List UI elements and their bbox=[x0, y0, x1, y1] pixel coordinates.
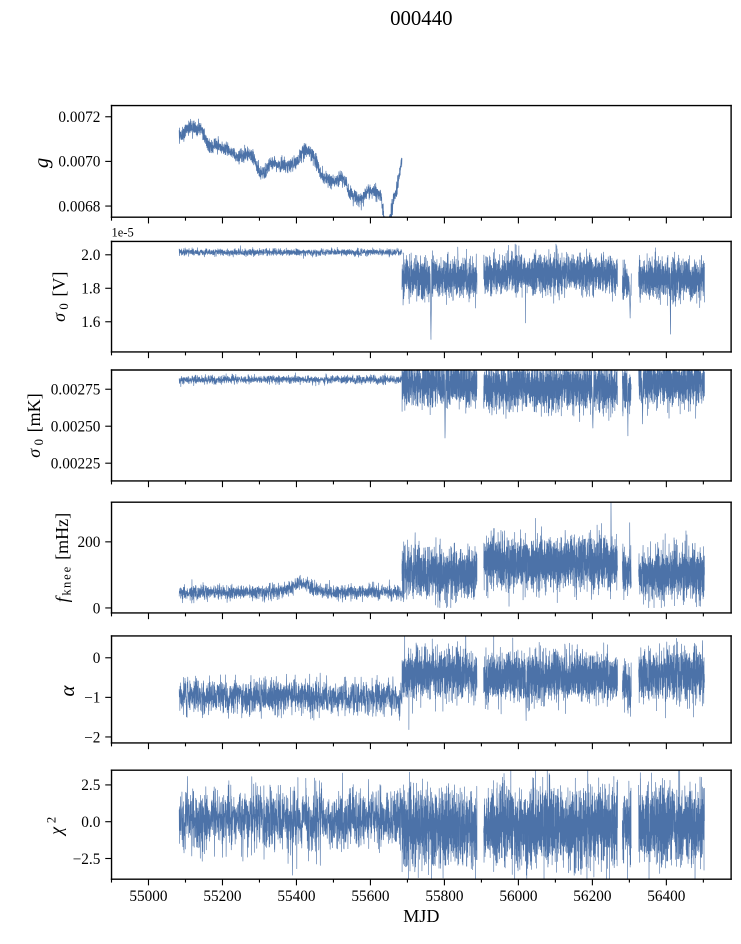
svg-text:0: 0 bbox=[93, 600, 101, 617]
svg-text:f k n e: f k n e e [ m H z ] bbox=[48, 513, 76, 603]
svg-text:000440: 000440 bbox=[390, 6, 452, 30]
svg-text:0.0072: 0.0072 bbox=[58, 109, 100, 126]
svg-text:0.00275: 0.00275 bbox=[51, 382, 101, 399]
svg-text:0.00250: 0.00250 bbox=[51, 419, 101, 436]
svg-text:σ 0 [: σ 0 [ V ] bbox=[45, 272, 73, 322]
svg-text:0.0: 0.0 bbox=[81, 814, 100, 831]
svg-text:55000: 55000 bbox=[129, 888, 168, 905]
svg-text:−2.5: −2.5 bbox=[73, 851, 101, 868]
svg-text:56000: 56000 bbox=[499, 888, 538, 905]
svg-text:1.8: 1.8 bbox=[81, 281, 100, 298]
svg-text:55200: 55200 bbox=[203, 888, 242, 905]
svg-text:1e-5: 1e-5 bbox=[111, 226, 133, 240]
svg-text:g: g bbox=[29, 158, 53, 168]
svg-text:0.0068: 0.0068 bbox=[58, 198, 100, 215]
svg-text:200: 200 bbox=[77, 534, 100, 551]
svg-text:2.5: 2.5 bbox=[81, 777, 100, 794]
svg-text:0: 0 bbox=[93, 650, 101, 667]
svg-text:1.6: 1.6 bbox=[81, 314, 100, 331]
svg-text:2.0: 2.0 bbox=[81, 247, 100, 264]
svg-text:−1: −1 bbox=[84, 690, 100, 707]
svg-text:56400: 56400 bbox=[647, 888, 686, 905]
svg-text:0.00225: 0.00225 bbox=[51, 456, 101, 473]
svg-text:56200: 56200 bbox=[573, 888, 612, 905]
svg-text:−2: −2 bbox=[84, 729, 100, 746]
svg-text:MJD: MJD bbox=[403, 906, 439, 926]
svg-text:σ 0 [: σ 0 [ m K ] bbox=[20, 393, 48, 457]
svg-text:55400: 55400 bbox=[277, 888, 316, 905]
svg-text:α: α bbox=[55, 685, 79, 697]
svg-text:55600: 55600 bbox=[351, 888, 390, 905]
svg-text:0.0070: 0.0070 bbox=[58, 154, 100, 171]
svg-text:55800: 55800 bbox=[425, 888, 464, 905]
